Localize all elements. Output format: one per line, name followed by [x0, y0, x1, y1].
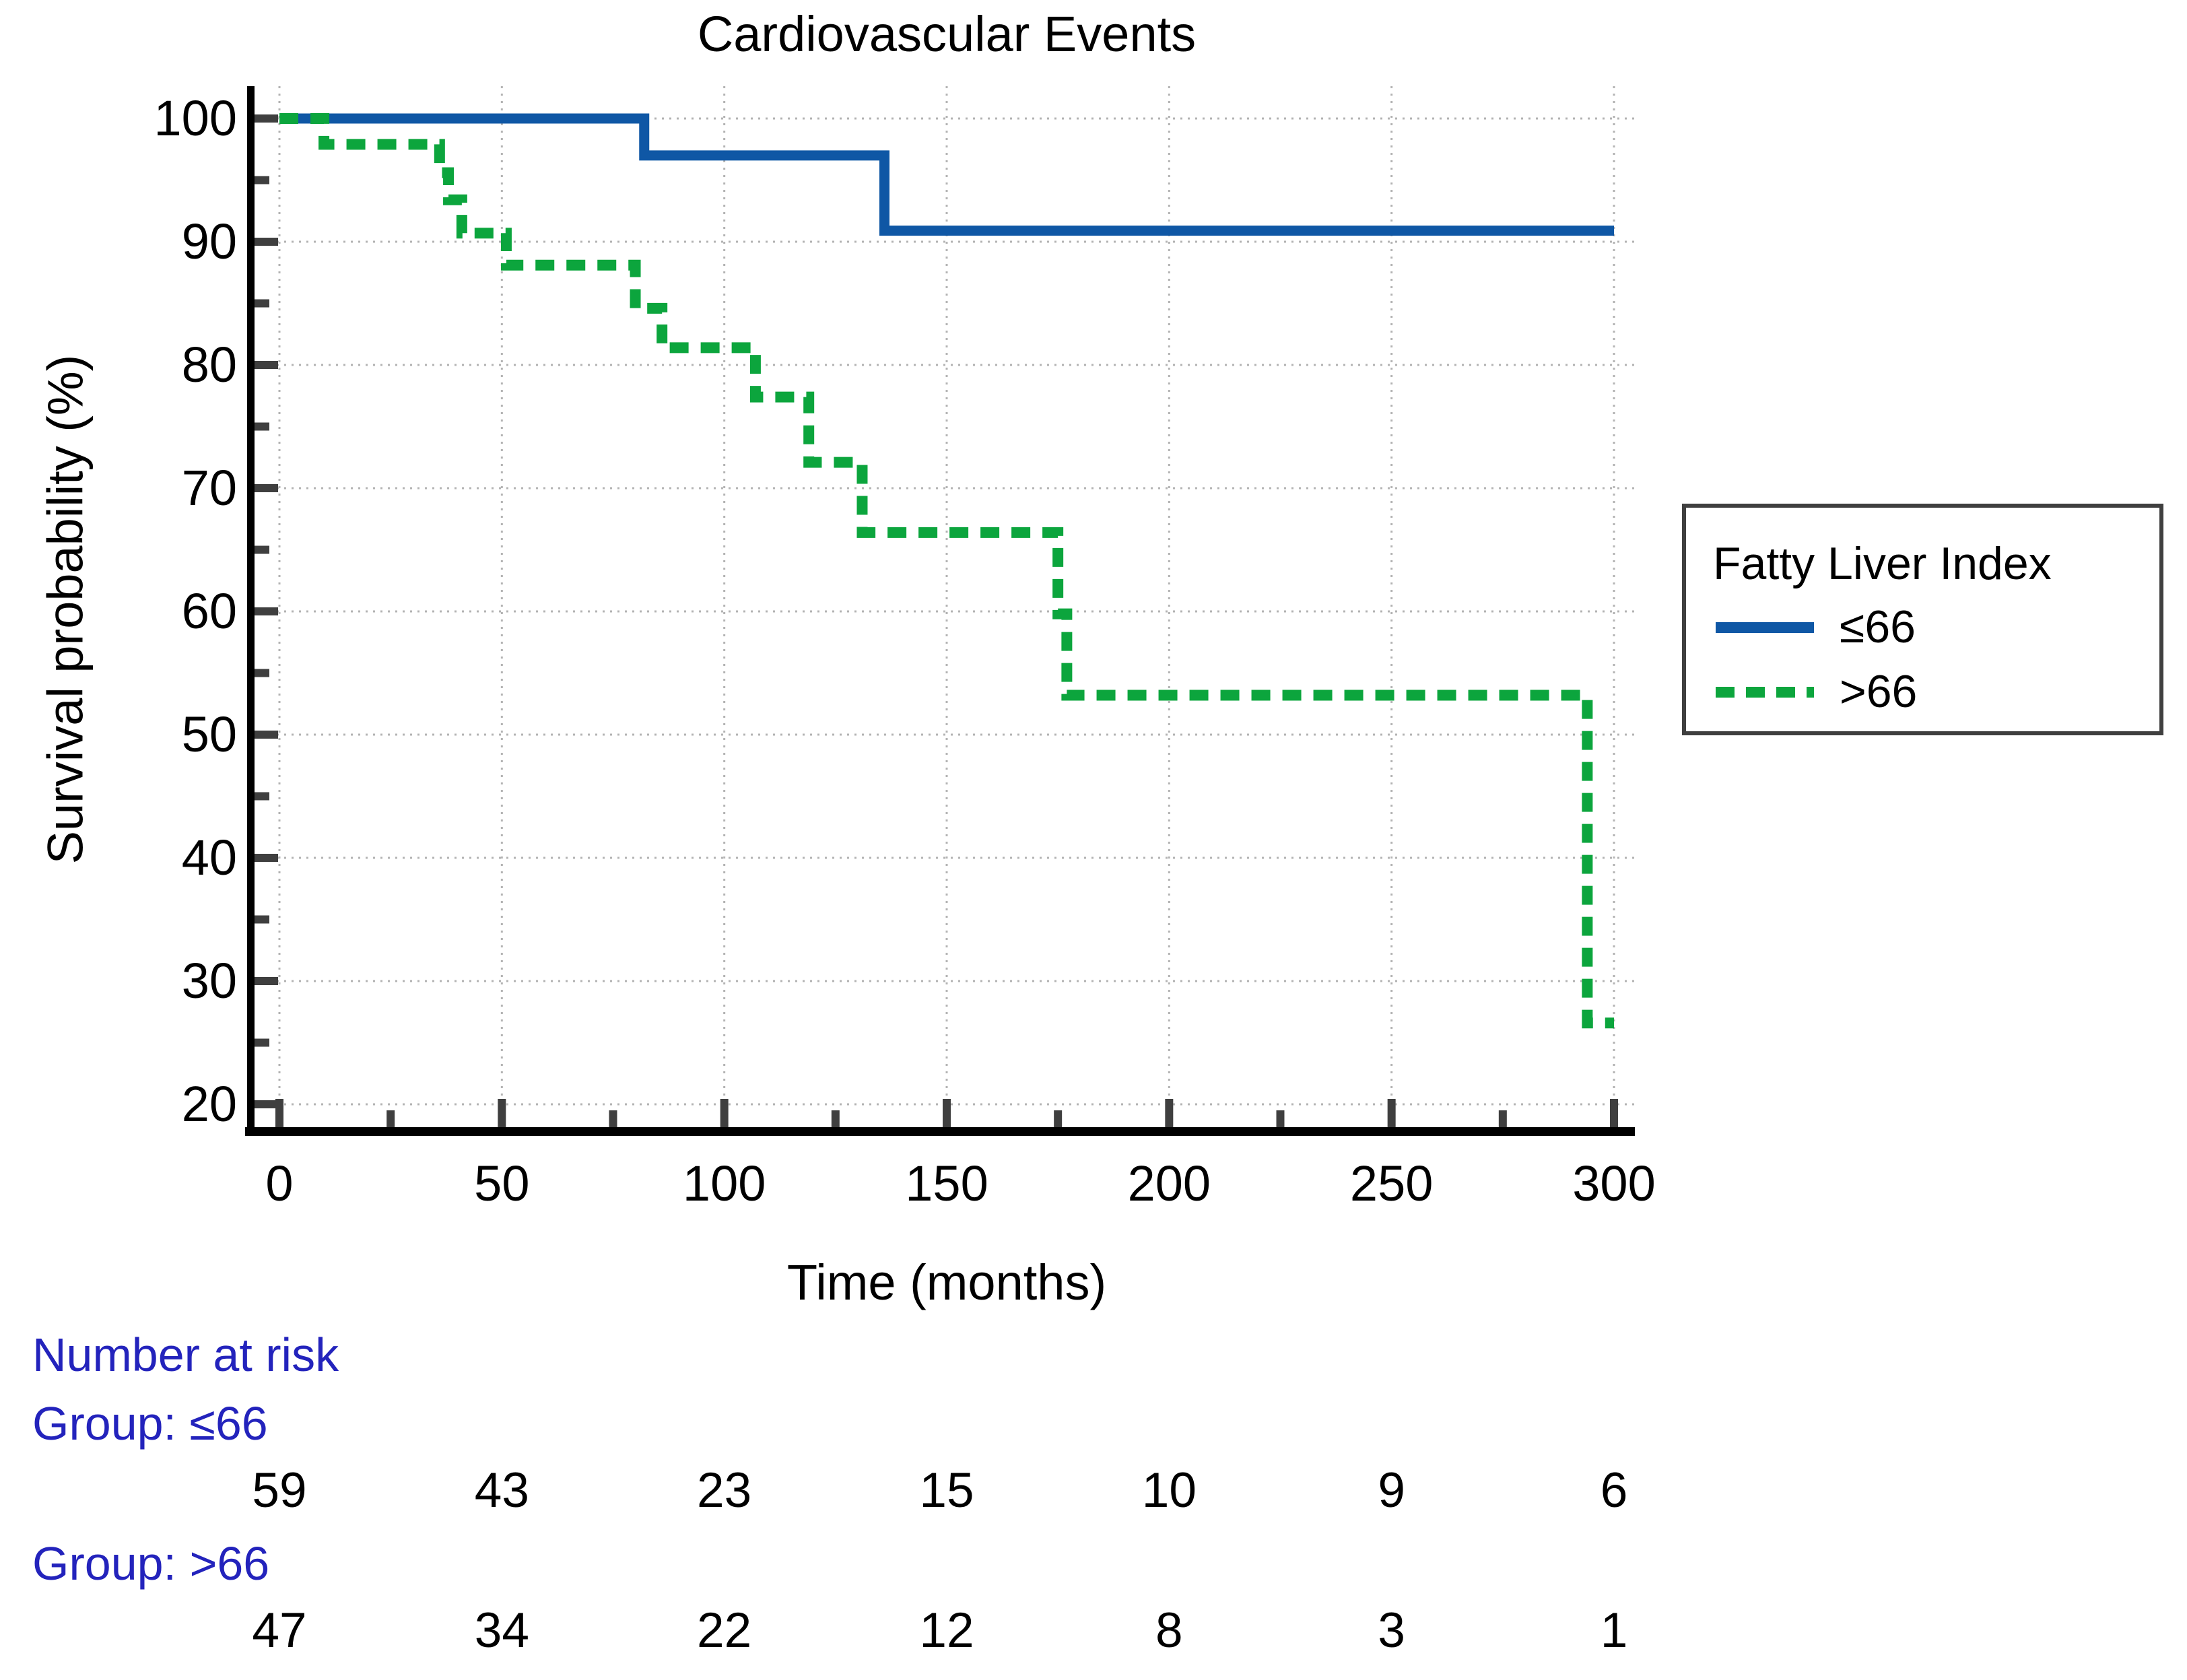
risk-count: 15 — [919, 1463, 974, 1518]
risk-count: 8 — [1155, 1603, 1183, 1658]
y-tick-label: 70 — [181, 460, 237, 516]
risk-count: 43 — [474, 1463, 529, 1518]
y-tick-label: 50 — [181, 706, 237, 762]
legend-line-sample-le66 — [1714, 614, 1815, 644]
y-tick-label: 30 — [181, 953, 237, 1009]
x-tick-label: 50 — [474, 1155, 530, 1211]
legend: Fatty Liver Index ≤66 >66 — [1682, 504, 2163, 735]
risk-count: 22 — [697, 1603, 752, 1658]
risk-count: 10 — [1141, 1463, 1197, 1518]
risk-count: 9 — [1378, 1463, 1405, 1518]
y-axis-spine — [247, 86, 255, 1136]
x-tick-label: 150 — [905, 1155, 988, 1211]
km-curve-gt66 — [279, 113, 1614, 1029]
x-tick-label: 0 — [265, 1155, 294, 1211]
y-tick-label: 20 — [181, 1076, 237, 1132]
km-curve-le66 — [279, 113, 1614, 236]
legend-label-gt66: >66 — [1840, 666, 1918, 717]
legend-label-le66: ≤66 — [1840, 601, 1916, 652]
risk-group-label-le66: Group: ≤66 — [32, 1397, 268, 1450]
risk-group-label-gt66: Group: >66 — [32, 1537, 270, 1590]
x-tick-label: 200 — [1127, 1155, 1211, 1211]
y-tick-label: 60 — [181, 583, 237, 639]
risk-table-header: Number at risk — [32, 1329, 339, 1381]
risk-count: 47 — [252, 1603, 307, 1658]
legend-line-sample-gt66 — [1714, 679, 1815, 709]
risk-count: 12 — [919, 1603, 974, 1658]
risk-count: 3 — [1378, 1603, 1405, 1658]
chart-title: Cardiovascular Events — [697, 6, 1197, 62]
x-axis-spine — [245, 1127, 1635, 1136]
y-axis-title: Survival probability (%) — [37, 354, 94, 865]
risk-count: 1 — [1600, 1603, 1628, 1658]
risk-count: 34 — [474, 1603, 529, 1658]
x-tick-label: 250 — [1349, 1155, 1434, 1211]
risk-count: 6 — [1600, 1463, 1628, 1518]
x-tick-label: 300 — [1572, 1155, 1656, 1211]
x-tick-label: 100 — [682, 1155, 766, 1211]
x-axis-title: Time (months) — [786, 1254, 1107, 1310]
risk-count: 59 — [252, 1463, 307, 1518]
y-tick-label: 90 — [181, 213, 237, 269]
legend-title: Fatty Liver Index — [1713, 538, 2052, 589]
y-tick-label: 40 — [181, 830, 237, 885]
risk-count: 23 — [697, 1463, 752, 1518]
y-tick-label: 80 — [181, 337, 237, 393]
y-tick-label: 100 — [154, 90, 237, 146]
